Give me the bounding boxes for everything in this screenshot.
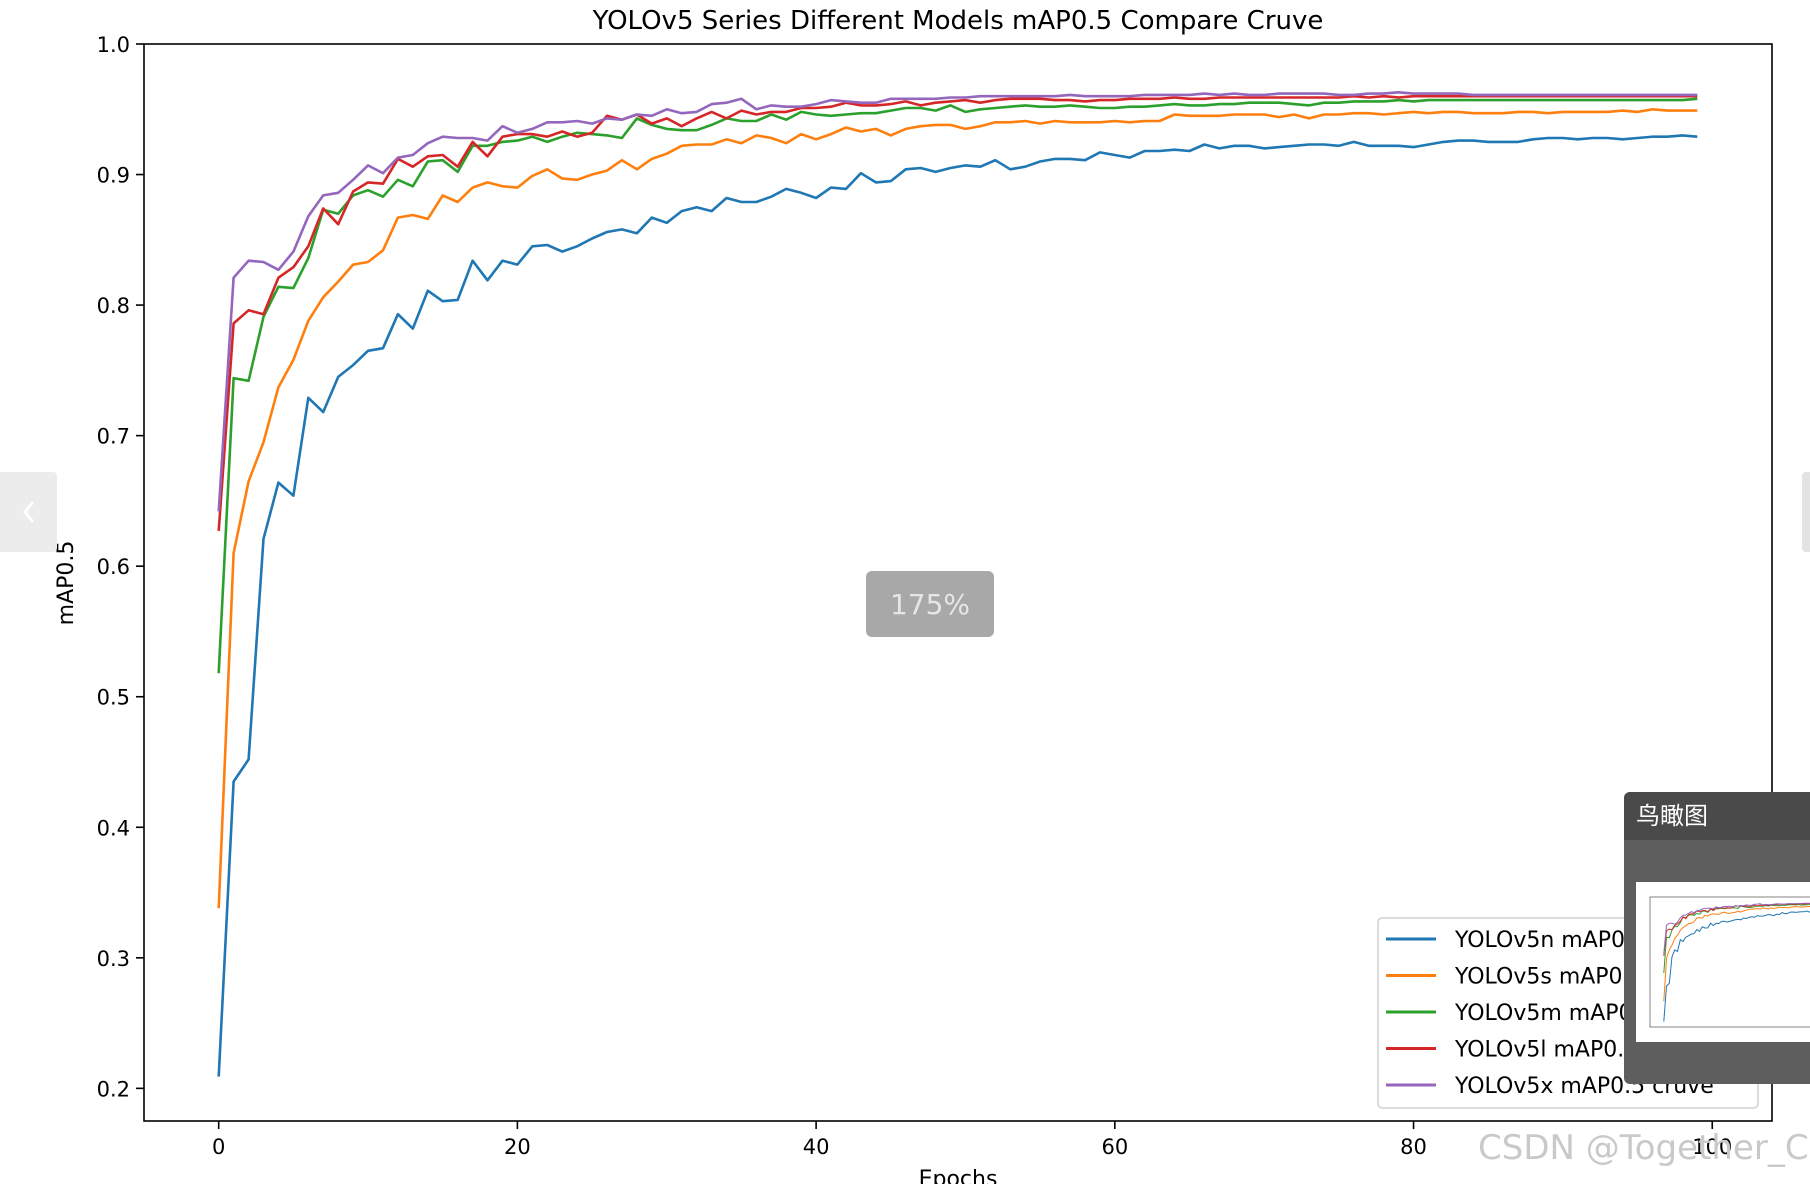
chevron-left-icon — [22, 501, 34, 523]
y-tick-label-2: 0.4 — [97, 816, 130, 840]
y-tick-label-7: 0.9 — [97, 164, 130, 188]
x-axis-label: Epochs — [919, 1167, 998, 1184]
x-tick-label-4: 80 — [1400, 1135, 1427, 1159]
thumbnail-line-1 — [1663, 905, 1810, 1002]
next-image-button[interactable] — [1802, 472, 1810, 552]
x-tick-label-5: 100 — [1692, 1135, 1732, 1159]
thumbnail-frame — [1649, 896, 1810, 1028]
x-tick-label-0: 0 — [212, 1135, 225, 1159]
y-tick-label-6: 0.8 — [97, 294, 130, 318]
y-axis-label: mAP0.5 — [54, 541, 79, 626]
x-tick-label-1: 20 — [504, 1135, 531, 1159]
y-tick-label-5: 0.7 — [97, 425, 130, 449]
series-line-2 — [217, 97, 1698, 674]
watermark-text: CSDN @Together_CZ — [1478, 1128, 1810, 1168]
x-tick-label-2: 40 — [803, 1135, 830, 1159]
series-line-1 — [217, 108, 1698, 909]
series-line-4 — [217, 91, 1698, 512]
thumbnail-chart — [1649, 896, 1810, 1028]
previous-image-button[interactable] — [0, 472, 57, 552]
x-tick-label-3: 60 — [1101, 1135, 1128, 1159]
y-tick-label-0: 0.2 — [97, 1077, 130, 1101]
plot-frame — [143, 43, 1773, 1122]
axis-ticks: 0 20 40 60 80 100 0.2 0.3 0.4 0.5 0.6 0.7 0.8 0.9 1.0 — [97, 33, 1733, 1159]
y-tick-label-8: 1.0 — [97, 33, 130, 57]
series-lines — [217, 91, 1698, 1077]
thumbnail-line-2 — [1663, 903, 1810, 974]
y-tick-label-3: 0.5 — [97, 686, 130, 710]
thumbnail-line-4 — [1663, 902, 1810, 954]
birdseye-thumbnail[interactable] — [1636, 882, 1810, 1042]
birdseye-panel[interactable]: 鸟瞰图 — [1624, 792, 1810, 1084]
chart-title: YOLOv5 Series Different Models mAP0.5 Co… — [592, 6, 1324, 36]
zoom-level-badge: 175% — [866, 571, 994, 637]
series-line-3 — [217, 94, 1698, 531]
birdseye-title: 鸟瞰图 — [1624, 792, 1810, 840]
series-line-0 — [217, 134, 1698, 1077]
thumbnail-line-0 — [1663, 910, 1810, 1022]
y-tick-label-1: 0.3 — [97, 947, 130, 971]
y-tick-label-4: 0.6 — [97, 555, 130, 579]
